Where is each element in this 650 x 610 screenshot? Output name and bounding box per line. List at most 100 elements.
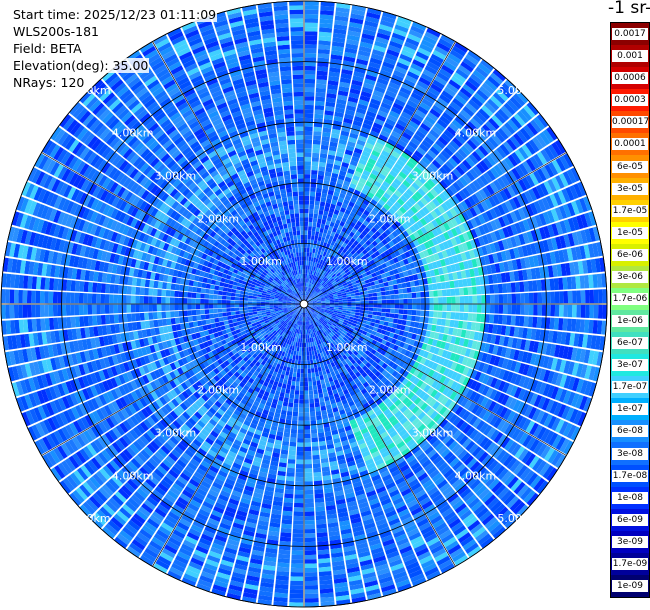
data-cell <box>336 272 341 277</box>
data-cell <box>306 256 309 261</box>
data-cell <box>448 79 462 90</box>
data-cell <box>322 289 327 294</box>
data-cell <box>390 77 402 87</box>
data-cell <box>284 392 290 399</box>
data-cell <box>349 221 356 228</box>
data-cell <box>318 392 324 399</box>
data-cell <box>425 256 432 264</box>
data-cell <box>545 195 555 209</box>
data-cell <box>537 199 547 212</box>
data-cell <box>398 225 406 233</box>
data-cell <box>313 471 322 477</box>
data-cell <box>355 254 362 261</box>
data-cell <box>304 360 307 365</box>
data-cell <box>454 312 460 320</box>
data-cell <box>454 192 464 203</box>
data-cell <box>408 157 418 166</box>
data-cell <box>359 294 365 298</box>
data-cell <box>328 293 333 296</box>
data-cell <box>381 262 387 269</box>
data-cell <box>420 185 430 194</box>
data-cell <box>404 251 411 258</box>
data-cell <box>372 90 385 98</box>
data-cell <box>281 369 286 376</box>
data-cell <box>304 200 310 205</box>
data-cell <box>400 253 407 260</box>
data-cell <box>394 123 406 132</box>
data-cell <box>493 179 503 191</box>
data-cell <box>446 126 457 137</box>
data-cell <box>354 170 362 178</box>
data-cell <box>536 279 542 292</box>
data-cell <box>429 254 436 263</box>
data-cell <box>304 247 307 253</box>
data-cell <box>304 96 315 101</box>
data-cell <box>332 251 337 257</box>
data-cell <box>528 188 537 202</box>
data-cell <box>425 297 430 304</box>
data-cell <box>374 142 385 150</box>
data-cell <box>342 306 348 309</box>
data-cell <box>543 180 553 195</box>
data-cell <box>506 185 516 198</box>
data-cell <box>364 279 370 284</box>
data-cell <box>348 21 363 29</box>
data-cell <box>358 274 364 280</box>
data-cell <box>384 250 391 257</box>
data-cell <box>427 239 435 248</box>
data-cell <box>332 37 346 44</box>
data-cell <box>471 151 482 162</box>
data-cell <box>438 38 453 49</box>
data-cell <box>339 230 345 237</box>
data-cell <box>441 250 448 259</box>
data-cell <box>401 82 414 92</box>
data-cell <box>492 149 504 161</box>
data-cell <box>322 251 327 257</box>
data-cell <box>333 24 348 31</box>
data-cell <box>414 178 423 188</box>
data-cell <box>397 217 405 225</box>
data-cell <box>318 36 332 42</box>
data-cell <box>312 217 318 223</box>
data-cell <box>521 177 532 190</box>
data-cell <box>347 30 361 38</box>
data-cell <box>446 311 451 319</box>
data-cell <box>284 375 289 381</box>
data-cell <box>296 351 299 356</box>
data-cell <box>412 113 424 123</box>
data-cell <box>320 250 325 256</box>
data-cell <box>304 412 310 417</box>
data-cell <box>450 312 456 320</box>
data-cell <box>368 304 374 308</box>
data-cell <box>381 15 396 24</box>
data-cell <box>367 289 373 294</box>
data-cell <box>304 39 317 45</box>
data-cell <box>411 194 420 203</box>
data-cell <box>413 231 420 239</box>
data-cell <box>324 296 330 299</box>
data-cell <box>359 41 373 49</box>
data-cell <box>345 263 351 269</box>
data-cell <box>520 192 530 205</box>
data-cell <box>433 290 438 297</box>
data-cell <box>324 278 329 283</box>
data-cell <box>391 32 406 42</box>
data-cell <box>319 264 324 270</box>
data-cell <box>386 299 391 304</box>
data-cell <box>437 205 446 214</box>
data-cell <box>304 295 307 300</box>
data-cell <box>323 256 328 262</box>
data-cell <box>548 161 559 176</box>
data-cell <box>316 298 321 301</box>
data-cell <box>571 200 580 215</box>
data-cell <box>333 223 339 229</box>
data-cell <box>449 140 460 151</box>
data-cell <box>355 230 361 237</box>
data-cell <box>325 243 331 249</box>
data-cell <box>317 53 330 59</box>
data-cell <box>307 297 311 302</box>
data-cell <box>371 169 380 177</box>
data-cell <box>328 294 334 298</box>
data-cell <box>304 563 317 569</box>
data-cell <box>309 293 313 298</box>
